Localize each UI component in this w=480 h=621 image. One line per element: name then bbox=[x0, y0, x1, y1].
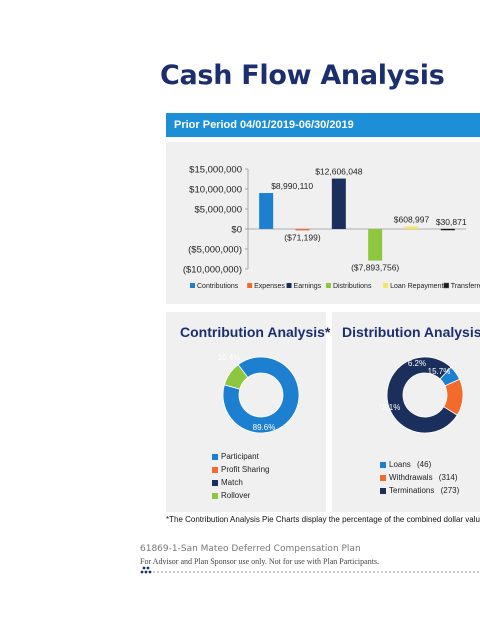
legend-label: Profit Sharing bbox=[221, 465, 270, 474]
legend-swatch bbox=[380, 461, 386, 468]
legend-label: Match bbox=[221, 478, 243, 487]
contribution-legend: Participant Profit Sharing Match Rollover bbox=[212, 452, 269, 504]
pie-slice-rollover bbox=[223, 364, 249, 390]
cash-flow-chart-panel bbox=[166, 142, 480, 304]
bar-earnings bbox=[331, 178, 346, 229]
bar-data-label: $12,606,048 bbox=[315, 167, 363, 177]
pie-slice-termin bbox=[386, 356, 458, 434]
legend-swatch bbox=[286, 283, 292, 288]
legend-item: Terminations (273) bbox=[380, 486, 459, 499]
legend-count: (314) bbox=[436, 473, 458, 482]
distribution-pie-chart: 78.1% 6.2%15.7% bbox=[380, 356, 464, 434]
y-tick-label: $15,000,000 bbox=[189, 165, 242, 176]
distribution-title: Distribution Analysis bbox=[342, 324, 480, 340]
legend-label: Rollover bbox=[221, 491, 251, 500]
document-id: 61869-1-San Mateo Deferred Compensation … bbox=[140, 544, 361, 554]
y-tick-label: $10,000,000 bbox=[189, 185, 242, 196]
contribution-title: Contribution Analysis* bbox=[180, 324, 331, 340]
legend-item: Match bbox=[212, 478, 269, 491]
usage-note: For Advisor and Plan Sponsor use only. N… bbox=[140, 557, 380, 566]
legend-label: Expenses bbox=[254, 283, 285, 290]
bar-data-label: ($71,199) bbox=[284, 232, 321, 242]
contribution-panel: Contribution Analysis* 89.6% 10.4% Partic… bbox=[166, 312, 330, 512]
y-tick-label: ($10,000,000) bbox=[183, 265, 242, 276]
legend-count: (46) bbox=[414, 460, 432, 469]
bar-data-label: ($7,893,756) bbox=[351, 263, 399, 273]
y-tick-label: ($5,000,000) bbox=[188, 245, 242, 256]
legend-swatch bbox=[325, 283, 331, 288]
legend-item: Loans (46) bbox=[380, 460, 459, 473]
legend-swatch bbox=[212, 466, 218, 473]
cash-flow-bar-chart: $15,000,000 $10,000,000 $5,000,000 $0 ($5,00… bbox=[183, 165, 480, 291]
legend-swatch bbox=[212, 492, 218, 499]
legend-swatch bbox=[212, 479, 218, 486]
legend-label: Participant bbox=[221, 452, 259, 461]
legend-swatch bbox=[247, 283, 253, 288]
bar-data-label: $8,990,110 bbox=[271, 181, 313, 191]
legend-swatch bbox=[190, 283, 195, 288]
legend-swatch bbox=[380, 487, 386, 494]
legend-item: Withdrawals (314) bbox=[380, 473, 459, 486]
legend-swatch bbox=[380, 474, 386, 481]
pie-slice-label: 78.1% bbox=[380, 403, 400, 412]
legend-item: Rollover bbox=[212, 491, 269, 504]
bar-transferred-assets bbox=[440, 228, 455, 231]
bar-expenses bbox=[295, 229, 310, 231]
bar-distributions bbox=[368, 229, 383, 261]
legend-swatch bbox=[443, 282, 450, 289]
legend-item: Profit Sharing bbox=[212, 465, 269, 478]
bar-data-label: $608,997 bbox=[394, 215, 430, 225]
pie-slice-label: 6.2% bbox=[408, 359, 426, 368]
y-tick-label: $5,000,000 bbox=[194, 205, 242, 216]
y-tick-label: $0 bbox=[231, 225, 242, 236]
bar-data-label: $30,871 bbox=[436, 217, 467, 227]
legend-label: Loan Repayment bbox=[390, 283, 443, 290]
dotted-divider bbox=[140, 566, 480, 574]
pie-slice-withdrawals bbox=[443, 378, 464, 416]
legend-item: Participant bbox=[212, 452, 269, 465]
distribution-panel: Distribution Analysis 78.1% 6.2%15.7% Loa… bbox=[332, 312, 480, 512]
legend-swatch bbox=[212, 453, 218, 460]
footnote: *The Contribution Analysis Pie Charts di… bbox=[166, 515, 480, 524]
page-title: Cash Flow Analysis bbox=[160, 60, 445, 91]
pie-slice-participant bbox=[222, 356, 300, 434]
legend-count: (273) bbox=[438, 486, 460, 495]
bar-loan-repayment bbox=[404, 226, 419, 229]
period-banner bbox=[166, 113, 480, 137]
bar-contributions bbox=[259, 193, 274, 229]
legend-label: Earnings bbox=[294, 283, 322, 290]
legend-label: Contributions bbox=[197, 283, 239, 290]
contribution-pie-chart: 89.6% 10.4% bbox=[218, 353, 300, 434]
distribution-legend: Loans (46) Withdrawals (314) Terminations … bbox=[380, 460, 459, 499]
legend-label: Transferred Assets bbox=[451, 283, 480, 290]
period-label: Prior Period 04/01/2019-06/30/2019 bbox=[174, 119, 354, 131]
legend-label: Withdrawals bbox=[389, 473, 433, 482]
legend-label: Loans bbox=[389, 460, 411, 469]
legend-label: Distributions bbox=[333, 283, 372, 290]
legend-swatch bbox=[383, 283, 389, 288]
legend-label: Terminations bbox=[389, 486, 435, 495]
pie-slice-label: 10.4% bbox=[218, 353, 241, 362]
pie-slice-label: 15.7% bbox=[428, 367, 451, 376]
pie-slice-label: 89.6% bbox=[253, 423, 276, 432]
